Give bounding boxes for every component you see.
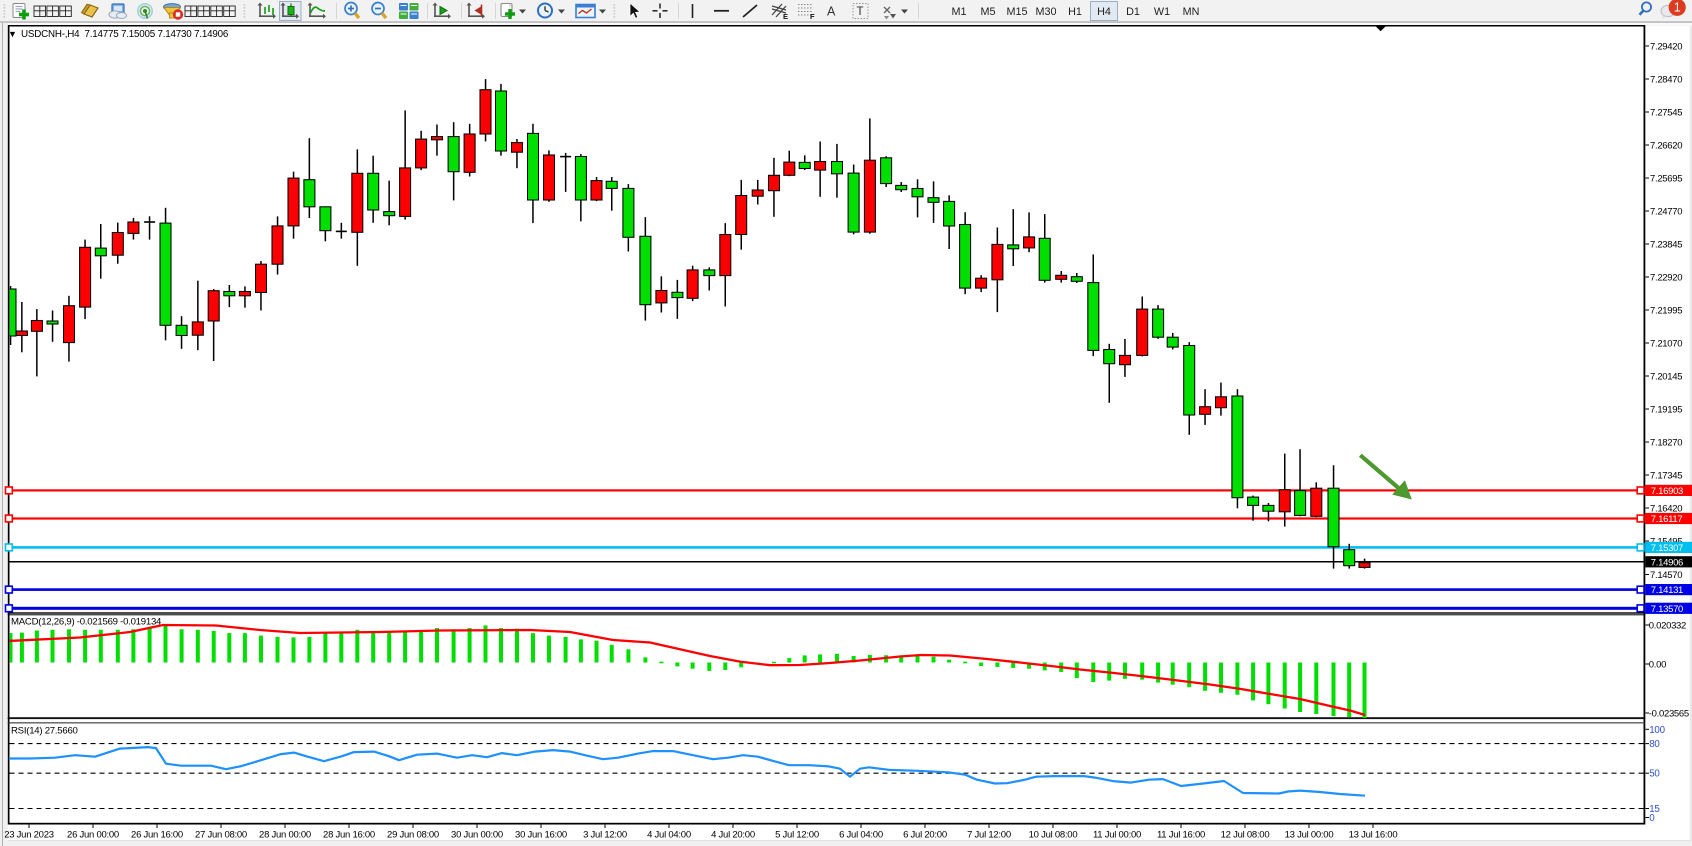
svg-text:4 Jul 04:00: 4 Jul 04:00 [647, 830, 691, 841]
svg-text:7.29420: 7.29420 [1650, 41, 1682, 52]
svg-text:7.16420: 7.16420 [1650, 503, 1682, 514]
svg-text:28 Jun 16:00: 28 Jun 16:00 [323, 830, 375, 841]
svg-text:7.25695: 7.25695 [1650, 173, 1682, 184]
svg-text:7.16117: 7.16117 [1651, 514, 1683, 525]
svg-text:30 Jun 16:00: 30 Jun 16:00 [515, 830, 567, 841]
svg-text:▼: ▼ [8, 29, 17, 39]
svg-text:6 Jul 04:00: 6 Jul 04:00 [839, 830, 883, 841]
svg-text:USDCNH-,H4 7.14775 7.15005 7.: USDCNH-,H4 7.14775 7.15005 7.14730 7.149… [21, 29, 229, 40]
svg-text:H4: H4 [1097, 6, 1111, 18]
svg-text:7.24770: 7.24770 [1650, 206, 1682, 217]
svg-text:RSI(14) 27.5660: RSI(14) 27.5660 [11, 726, 78, 737]
svg-text:7.19195: 7.19195 [1650, 404, 1682, 415]
svg-text:1: 1 [1674, 1, 1681, 15]
svg-text:MACD(12,26,9) -0.021569 -0.019: MACD(12,26,9) -0.021569 -0.019134 [11, 617, 162, 628]
svg-text:23 Jun 2023: 23 Jun 2023 [4, 830, 54, 841]
svg-text:W1: W1 [1154, 6, 1170, 18]
svg-text:11 Jul 00:00: 11 Jul 00:00 [1093, 830, 1141, 841]
svg-text:0.020332: 0.020332 [1649, 620, 1686, 631]
svg-text:T: T [857, 6, 864, 18]
svg-text:7.28470: 7.28470 [1650, 74, 1682, 85]
svg-text:4 Jul 20:00: 4 Jul 20:00 [711, 830, 755, 841]
svg-text:10 Jul 08:00: 10 Jul 08:00 [1029, 830, 1078, 841]
svg-text:7.20145: 7.20145 [1650, 371, 1682, 382]
svg-text:50: 50 [1649, 769, 1660, 780]
svg-text:D1: D1 [1126, 6, 1140, 18]
svg-text:MN: MN [1183, 6, 1200, 18]
svg-text:M15: M15 [1006, 6, 1027, 18]
svg-text:100: 100 [1649, 725, 1665, 736]
svg-text:0: 0 [1649, 813, 1655, 824]
svg-text:7.17345: 7.17345 [1650, 470, 1682, 481]
svg-text:A: A [827, 5, 836, 19]
svg-text:7.13570: 7.13570 [1651, 604, 1683, 615]
svg-text:26 Jun 16:00: 26 Jun 16:00 [131, 830, 183, 841]
svg-text:7.21070: 7.21070 [1650, 338, 1682, 349]
svg-text:E: E [783, 12, 788, 21]
svg-text:6 Jul 20:00: 6 Jul 20:00 [903, 830, 947, 841]
svg-text:80: 80 [1649, 739, 1660, 750]
svg-text:7.15307: 7.15307 [1651, 543, 1683, 554]
svg-text:7.21995: 7.21995 [1650, 305, 1682, 316]
svg-text:7.23845: 7.23845 [1650, 239, 1682, 250]
svg-text:M5: M5 [981, 6, 996, 18]
svg-text:0.00: 0.00 [1649, 659, 1666, 670]
svg-text:7.18270: 7.18270 [1650, 437, 1682, 448]
svg-text:3 Jul 12:00: 3 Jul 12:00 [583, 830, 627, 841]
svg-text:7.26620: 7.26620 [1650, 140, 1682, 151]
svg-text:7.16903: 7.16903 [1651, 486, 1683, 497]
svg-text:M30: M30 [1035, 6, 1056, 18]
svg-text:7.14906: 7.14906 [1651, 557, 1683, 568]
svg-text:7.27545: 7.27545 [1650, 107, 1682, 118]
svg-text:27 Jun 08:00: 27 Jun 08:00 [195, 830, 247, 841]
svg-text:7.22920: 7.22920 [1650, 272, 1682, 283]
svg-text:13 Jul 16:00: 13 Jul 16:00 [1349, 830, 1398, 841]
svg-text:M1: M1 [952, 6, 967, 18]
svg-text:15: 15 [1649, 804, 1660, 815]
svg-text:7.14131: 7.14131 [1651, 585, 1683, 596]
svg-text:11 Jul 16:00: 11 Jul 16:00 [1157, 830, 1205, 841]
svg-text:5 Jul 12:00: 5 Jul 12:00 [775, 830, 819, 841]
svg-text:7 Jul 12:00: 7 Jul 12:00 [967, 830, 1011, 841]
svg-text:H1: H1 [1068, 6, 1082, 18]
svg-text:30 Jun 00:00: 30 Jun 00:00 [451, 830, 503, 841]
svg-text:12 Jul 08:00: 12 Jul 08:00 [1221, 830, 1270, 841]
svg-text:-0.023565: -0.023565 [1649, 708, 1689, 719]
svg-text:F: F [810, 12, 815, 21]
svg-text:28 Jun 00:00: 28 Jun 00:00 [259, 830, 311, 841]
svg-text:7.14570: 7.14570 [1650, 570, 1682, 581]
svg-text:29 Jun 08:00: 29 Jun 08:00 [387, 830, 439, 841]
svg-text:26 Jun 00:00: 26 Jun 00:00 [67, 830, 119, 841]
svg-text:13 Jul 00:00: 13 Jul 00:00 [1285, 830, 1334, 841]
